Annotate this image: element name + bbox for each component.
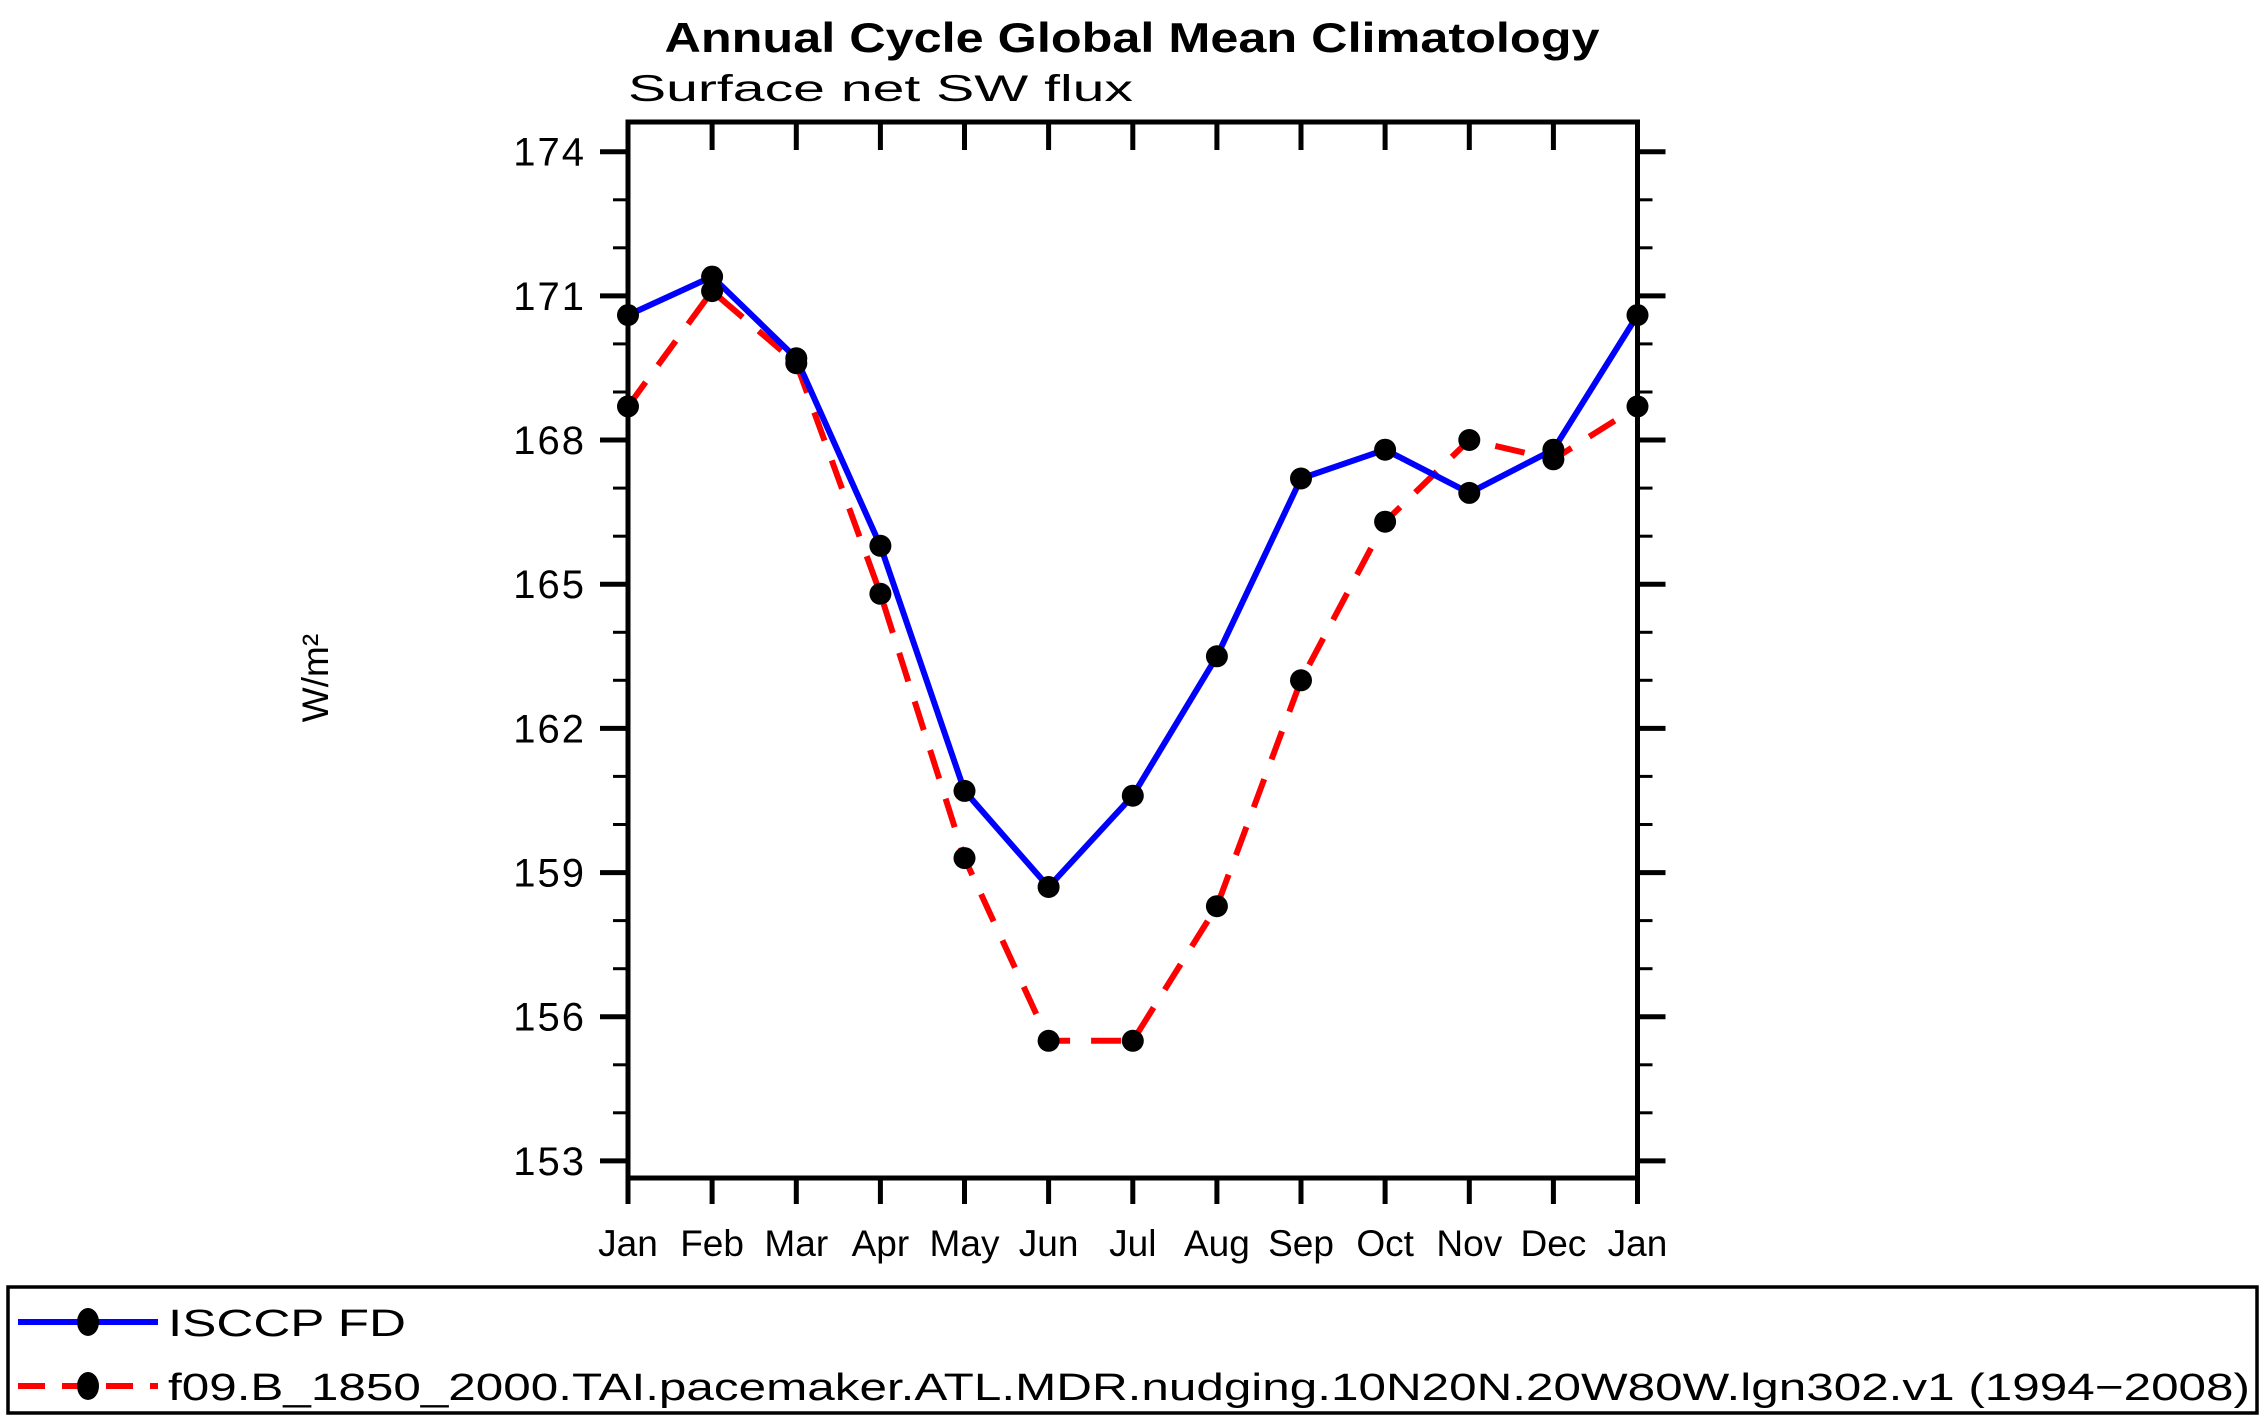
y-tick-label: 171 — [513, 275, 586, 319]
data-point-marker-series-0 — [1037, 876, 1060, 898]
data-point-marker-series-1 — [701, 280, 724, 303]
y-tick-label: 174 — [513, 131, 586, 175]
data-point-marker-series-0 — [953, 779, 976, 802]
x-tick-label: Jan — [598, 1223, 658, 1264]
data-point-marker-series-0 — [1121, 784, 1144, 807]
data-point-marker-series-1 — [1458, 429, 1481, 451]
data-point-marker-series-0 — [1290, 467, 1312, 490]
legend-box: ISCCP FD f09.B_1850_2000.TAI.pacemaker.A… — [6, 1285, 2259, 1415]
data-point-marker-series-0 — [1626, 304, 1649, 327]
x-tick-label: Jan — [1608, 1223, 1668, 1264]
y-tick-label: 162 — [513, 707, 586, 751]
data-point-marker-series-0 — [1205, 645, 1228, 668]
page-title: Annual Cycle Global Mean Climatology — [665, 14, 1601, 61]
data-point-markers — [617, 265, 1649, 1052]
x-tick-label: Sep — [1268, 1223, 1334, 1264]
y-tick-label: 153 — [513, 1140, 586, 1184]
data-point-marker-series-1 — [1542, 448, 1565, 471]
data-point-marker-series-0 — [869, 534, 892, 557]
x-tick-label: Jun — [1019, 1223, 1079, 1264]
data-point-marker-series-1 — [617, 395, 639, 418]
data-point-marker-series-1 — [953, 847, 976, 870]
data-point-marker-series-1 — [1290, 669, 1312, 692]
legend-marker-dot-icon — [77, 1308, 99, 1336]
legend-entry-isccp: ISCCP FD — [18, 1303, 406, 1345]
x-tick-label: May — [930, 1223, 1000, 1264]
legend-label-model: f09.B_1850_2000.TAI.pacemaker.ATL.MDR.nu… — [168, 1367, 2250, 1409]
data-point-marker-series-1 — [1037, 1029, 1060, 1052]
data-point-marker-series-1 — [785, 352, 808, 375]
data-point-marker-series-1 — [1205, 895, 1228, 918]
data-point-marker-series-1 — [1374, 510, 1397, 533]
legend-entry-model: f09.B_1850_2000.TAI.pacemaker.ATL.MDR.nu… — [18, 1367, 2250, 1409]
plot-frame — [625, 119, 1640, 1181]
chart-subtitle: Surface net SW flux — [628, 68, 1134, 109]
data-point-marker-series-1 — [869, 582, 892, 605]
series-line-1 — [625, 288, 1640, 1044]
x-tick-label: Feb — [680, 1223, 744, 1264]
data-point-marker-series-0 — [1458, 481, 1481, 504]
x-tick-label: Nov — [1436, 1223, 1502, 1264]
y-tick-label: 156 — [513, 996, 586, 1040]
plot-axes: 153 156 159 162 165 168 171 174 Jan Feb Mar Apr May J… — [513, 119, 1668, 1264]
legend-label-isccp: ISCCP FD — [168, 1303, 406, 1345]
x-tick-label: Dec — [1520, 1223, 1586, 1264]
y-tick-label: 165 — [513, 563, 586, 607]
legend-border — [6, 1285, 2259, 1415]
x-tick-label: Jul — [1109, 1223, 1156, 1264]
x-tick-label: Apr — [852, 1223, 910, 1264]
x-tick-label: Aug — [1184, 1223, 1250, 1264]
y-axis-label: W/m² — [295, 634, 336, 722]
x-tick-label: Oct — [1356, 1223, 1414, 1264]
legend-marker-dot-icon — [77, 1372, 99, 1400]
y-tick-label: 168 — [513, 419, 586, 463]
series-lines — [625, 273, 1641, 1044]
x-tick-label: Mar — [764, 1223, 828, 1264]
data-point-marker-series-0 — [617, 304, 639, 327]
y-tick-label: 159 — [513, 852, 586, 896]
data-point-marker-series-0 — [1374, 438, 1397, 461]
data-point-marker-series-1 — [1626, 395, 1649, 418]
data-point-marker-series-1 — [1121, 1029, 1144, 1052]
